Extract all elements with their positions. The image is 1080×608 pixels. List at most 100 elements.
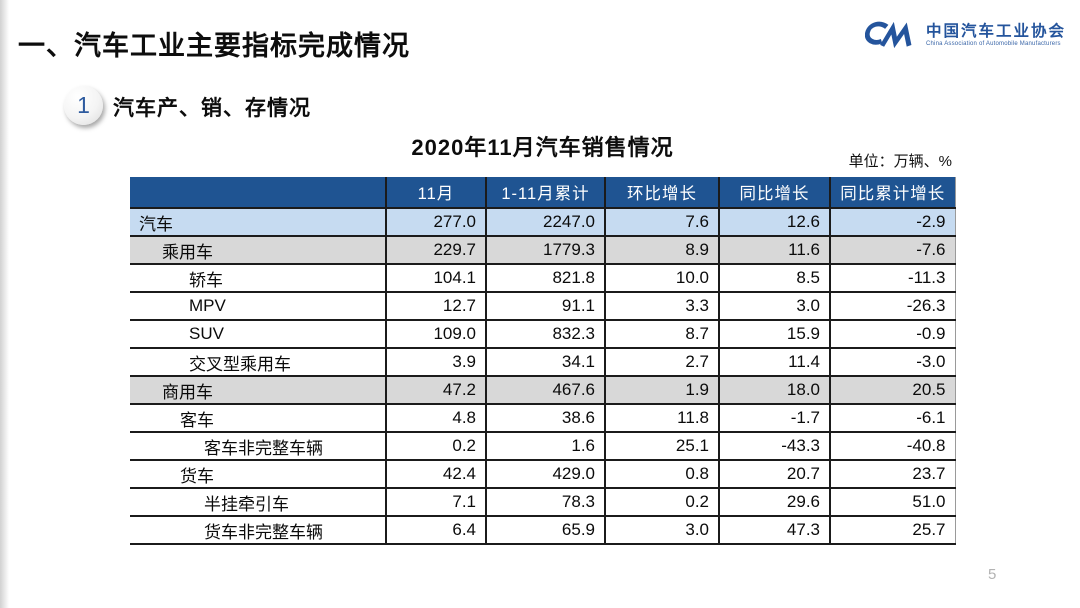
row-value: 12.7: [385, 291, 486, 320]
row-value: 3.9: [385, 347, 486, 376]
table-row: 乘用车 229.7 1779.3 8.9 11.6 -7.6: [130, 235, 956, 264]
row-value: 8.9: [604, 235, 719, 264]
row-value: 104.1: [385, 263, 486, 292]
row-value: 1779.3: [485, 235, 605, 264]
org-name-en: China Association of Automobile Manufact…: [925, 40, 1061, 47]
header-category: [130, 177, 386, 208]
row-value: 7.6: [604, 207, 719, 236]
row-value: 3.0: [718, 291, 830, 320]
row-value: 1.6: [485, 431, 605, 460]
sales-table: 11月 1-11月累计 环比增长 同比增长 同比累计增长 汽车 277.0 2247…: [130, 177, 956, 545]
header-yoy-growth: 同比增长: [718, 177, 830, 208]
row-value: 6.4: [385, 515, 486, 545]
table-row: 货车 42.4 429.0 0.8 20.7 23.7: [130, 459, 956, 488]
row-value: -3.0: [829, 347, 956, 376]
table-row: 汽车 277.0 2247.0 7.6 12.6 -2.9: [130, 207, 956, 236]
row-value: 25.7: [829, 515, 956, 545]
org-logo: 中国汽车工业协会 China Association of Automobile…: [864, 14, 1066, 56]
row-value: 11.8: [604, 403, 719, 432]
row-label: 交叉型乘用车: [130, 347, 386, 376]
row-value: 29.6: [718, 487, 830, 516]
row-value: 467.6: [485, 375, 605, 404]
row-value: -7.6: [829, 235, 956, 264]
row-value: 8.7: [604, 319, 719, 348]
row-value: -11.3: [829, 263, 956, 292]
table-title: 2020年11月汽车销售情况: [411, 135, 674, 160]
page-number: 5: [988, 566, 997, 583]
row-value: 20.5: [829, 375, 956, 404]
row-value: 0.8: [604, 459, 719, 488]
row-label: 汽车: [130, 207, 386, 236]
cm-monogram-icon: [864, 14, 919, 56]
header-mom-growth: 环比增长: [604, 177, 719, 208]
row-label: 乘用车: [130, 235, 386, 264]
row-value: 11.6: [718, 235, 830, 264]
row-label: MPV: [130, 291, 386, 320]
row-value: 47.2: [385, 375, 486, 404]
row-value: 1.9: [604, 375, 719, 404]
table-row: 客车 4.8 38.6 11.8 -1.7 -6.1: [130, 403, 956, 432]
header-month: 11月: [385, 177, 486, 208]
row-value: 7.1: [385, 487, 486, 516]
row-value: 2.7: [604, 347, 719, 376]
header-cumulative: 1-11月累计: [485, 177, 605, 208]
row-value: 8.5: [718, 263, 830, 292]
row-value: 0.2: [385, 431, 486, 460]
row-label: 半挂牵引车: [130, 487, 386, 516]
table-row: 半挂牵引车 7.1 78.3 0.2 29.6 51.0: [130, 487, 956, 516]
row-value: 23.7: [829, 459, 956, 488]
row-value: -43.3: [718, 431, 830, 460]
row-value: -26.3: [829, 291, 956, 320]
table-body: 汽车 277.0 2247.0 7.6 12.6 -2.9 乘用车 229.7 1779.3 8.…: [130, 207, 956, 545]
row-label: 货车非完整车辆: [130, 515, 386, 545]
table-row: 交叉型乘用车 3.9 34.1 2.7 11.4 -3.0: [130, 347, 956, 376]
table-row: MPV 12.7 91.1 3.3 3.0 -26.3: [130, 291, 956, 320]
row-value: -40.8: [829, 431, 956, 460]
row-label: 客车: [130, 403, 386, 432]
row-label: 客车非完整车辆: [130, 431, 386, 460]
row-label: SUV: [130, 319, 386, 348]
row-value: 20.7: [718, 459, 830, 488]
org-logo-text: 中国汽车工业协会 China Association of Automobile…: [926, 23, 1066, 47]
table-row: SUV 109.0 832.3 8.7 15.9 -0.9: [130, 319, 956, 348]
row-value: 65.9: [485, 515, 605, 545]
row-value: 10.0: [604, 263, 719, 292]
page-title: 一、汽车工业主要指标完成情况: [18, 31, 410, 61]
row-value: 832.3: [485, 319, 605, 348]
row-value: 47.3: [718, 515, 830, 545]
row-value: 42.4: [385, 459, 486, 488]
row-value: 18.0: [718, 375, 830, 404]
row-value: 109.0: [385, 319, 486, 348]
row-value: 11.4: [718, 347, 830, 376]
row-value: 38.6: [485, 403, 605, 432]
row-value: 821.8: [485, 263, 605, 292]
row-value: 51.0: [829, 487, 956, 516]
row-label: 轿车: [130, 263, 386, 292]
table-row: 货车非完整车辆 6.4 65.9 3.0 47.3 25.7: [130, 515, 956, 545]
row-value: -0.9: [829, 319, 956, 348]
row-value: 429.0: [485, 459, 605, 488]
row-value: 2247.0: [485, 207, 605, 236]
slide-edge-shadow: [0, 0, 9, 608]
row-value: 91.1: [485, 291, 605, 320]
row-value: 277.0: [385, 207, 486, 236]
row-value: 3.3: [604, 291, 719, 320]
unit-label: 单位：万辆、%: [848, 153, 952, 170]
table-header-row: 11月 1-11月累计 环比增长 同比增长 同比累计增长: [130, 177, 956, 208]
row-value: 4.8: [385, 403, 486, 432]
section-title: 汽车产、销、存情况: [113, 97, 311, 120]
row-value: 12.6: [718, 207, 830, 236]
row-value: 78.3: [485, 487, 605, 516]
row-label: 商用车: [130, 375, 386, 404]
row-label: 货车: [130, 459, 386, 488]
org-name-cn: 中国汽车工业协会: [925, 23, 1066, 41]
table-row: 轿车 104.1 821.8 10.0 8.5 -11.3: [130, 263, 956, 292]
row-value: 34.1: [485, 347, 605, 376]
row-value: 15.9: [718, 319, 830, 348]
row-value: -2.9: [829, 207, 956, 236]
row-value: 3.0: [604, 515, 719, 545]
row-value: 229.7: [385, 235, 486, 264]
row-value: 0.2: [604, 487, 719, 516]
row-value: 25.1: [604, 431, 719, 460]
